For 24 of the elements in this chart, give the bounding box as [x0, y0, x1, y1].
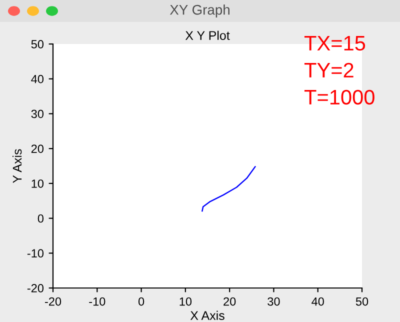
- x-tick-label: 10: [180, 297, 192, 306]
- y-tick-label: 20: [31, 144, 44, 153]
- y-tick-label: 40: [31, 74, 44, 84]
- x-tick-label: 0: [138, 297, 144, 306]
- x-tick-label: -10: [89, 297, 106, 306]
- y-tick-label: 10: [32, 179, 44, 188]
- y-tick-label: -20: [27, 284, 44, 292]
- y-tick-label: 30: [31, 110, 44, 118]
- x-tick-label: -20: [44, 297, 62, 306]
- x-tick-label: 40: [312, 297, 324, 306]
- x-tick-label: 30: [268, 297, 280, 306]
- x-tick-label: 50: [356, 297, 368, 306]
- text: XY Graph: [170, 4, 230, 18]
- chart-title: X Y Plot: [185, 30, 230, 40]
- annotation: TX=15: [304, 36, 366, 51]
- y-axis-title: Y Axis: [12, 149, 22, 183]
- annotation: T=1000: [304, 90, 374, 105]
- x-axis-title: X Axis: [190, 310, 224, 320]
- y-tick-label: 0: [38, 214, 44, 223]
- y-tick-label: 50: [31, 40, 44, 48]
- y-tick-label: -10: [27, 249, 44, 258]
- x-tick-label: 20: [224, 297, 236, 306]
- annotation: TY=2: [304, 62, 354, 78]
- line-series: [202, 166, 256, 212]
